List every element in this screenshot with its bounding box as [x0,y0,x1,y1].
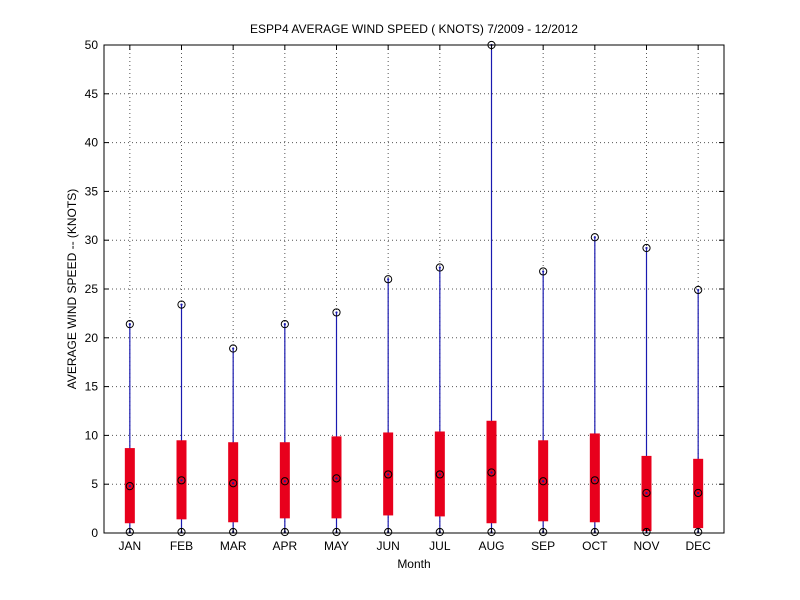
median-marker-aug [487,468,496,477]
max-marker-feb [177,300,186,309]
median-marker-nov [642,488,651,498]
max-marker-oct [590,233,599,242]
median-marker-dot-mar [232,482,235,485]
max-marker-dot-jun [387,278,390,281]
max-marker-dot-apr [283,323,286,326]
median-marker-jul [435,470,444,479]
max-marker-dec [694,285,703,295]
median-marker-apr [280,477,289,486]
x-tick-label: MAR [220,539,247,553]
y-tick-label: 15 [85,380,99,394]
y-tick-label: 20 [85,331,99,345]
y-tick-label: 35 [85,184,99,198]
y-tick-label: 40 [85,136,99,150]
max-marker-dot-jan [128,323,131,326]
x-tick-label: JAN [118,539,141,553]
x-tick-label: FEB [170,539,193,553]
y-tick-label: 10 [85,428,99,442]
max-marker-nov [642,243,651,253]
x-tick-label: OCT [582,539,608,553]
max-marker-sep [539,267,548,276]
x-tick-label: AUG [478,539,504,553]
y-tick-label: 5 [91,477,98,491]
median-marker-dot-aug [490,471,493,474]
y-tick-label: 50 [85,38,99,52]
median-marker-dot-sep [542,480,545,483]
median-marker-dot-apr [283,480,286,483]
x-tick-label: JUL [429,539,451,553]
y-tick-label: 0 [91,526,98,540]
max-marker-dot-oct [593,236,596,239]
max-marker-dot-nov [645,246,648,250]
max-marker-dot-feb [180,303,183,306]
max-marker-jun [384,275,393,284]
max-marker-dot-jul [438,266,441,269]
x-axis-label: Month [397,557,430,571]
box-plot-marks [124,40,704,537]
max-marker-jul [435,263,444,272]
median-marker-oct [590,476,599,485]
median-marker-dot-may [335,477,338,480]
median-marker-jan [125,482,134,491]
x-tick-label: SEP [531,539,555,553]
y-tick-label: 45 [85,87,99,101]
y-tick-label: 25 [85,282,99,296]
median-marker-mar [229,479,238,488]
median-marker-feb [177,476,186,485]
median-marker-dot-jun [387,473,390,476]
x-tick-label: APR [272,539,297,553]
axis-ticks: 0 5 10 15 20 25 30 35 40 45 50 JAN FEB MAR APR MAY JUN JU… [85,38,724,553]
median-marker-dot-jul [438,473,441,476]
median-marker-may [332,474,341,483]
x-tick-label: DEC [685,539,711,553]
box-oct [589,433,600,523]
y-tick-label: 30 [85,233,99,247]
max-marker-dot-may [335,311,338,314]
max-marker-dot-mar [232,347,235,350]
max-marker-apr [280,320,289,329]
median-marker-sep [539,477,548,486]
x-tick-label: NOV [633,539,659,553]
x-tick-label: JUN [376,539,399,553]
max-marker-dot-sep [542,270,545,273]
median-marker-dot-nov [645,491,648,495]
median-marker-dot-feb [180,479,183,482]
median-marker-dec [694,488,703,498]
chart-title: ESPP4 AVERAGE WIND SPEED ( KNOTS) 7/2009… [250,22,578,36]
median-marker-jun [384,470,393,479]
median-marker-dot-oct [593,479,596,482]
y-axis-label: AVERAGE WIND SPEED -- (KNOTS) [65,189,79,389]
x-tick-label: MAY [324,539,349,553]
max-marker-dot-dec [697,288,700,292]
median-marker-dot-dec [697,491,700,495]
max-marker-jan [125,320,134,329]
max-marker-may [332,308,341,317]
max-marker-mar [229,344,238,353]
median-marker-dot-jan [128,485,131,488]
